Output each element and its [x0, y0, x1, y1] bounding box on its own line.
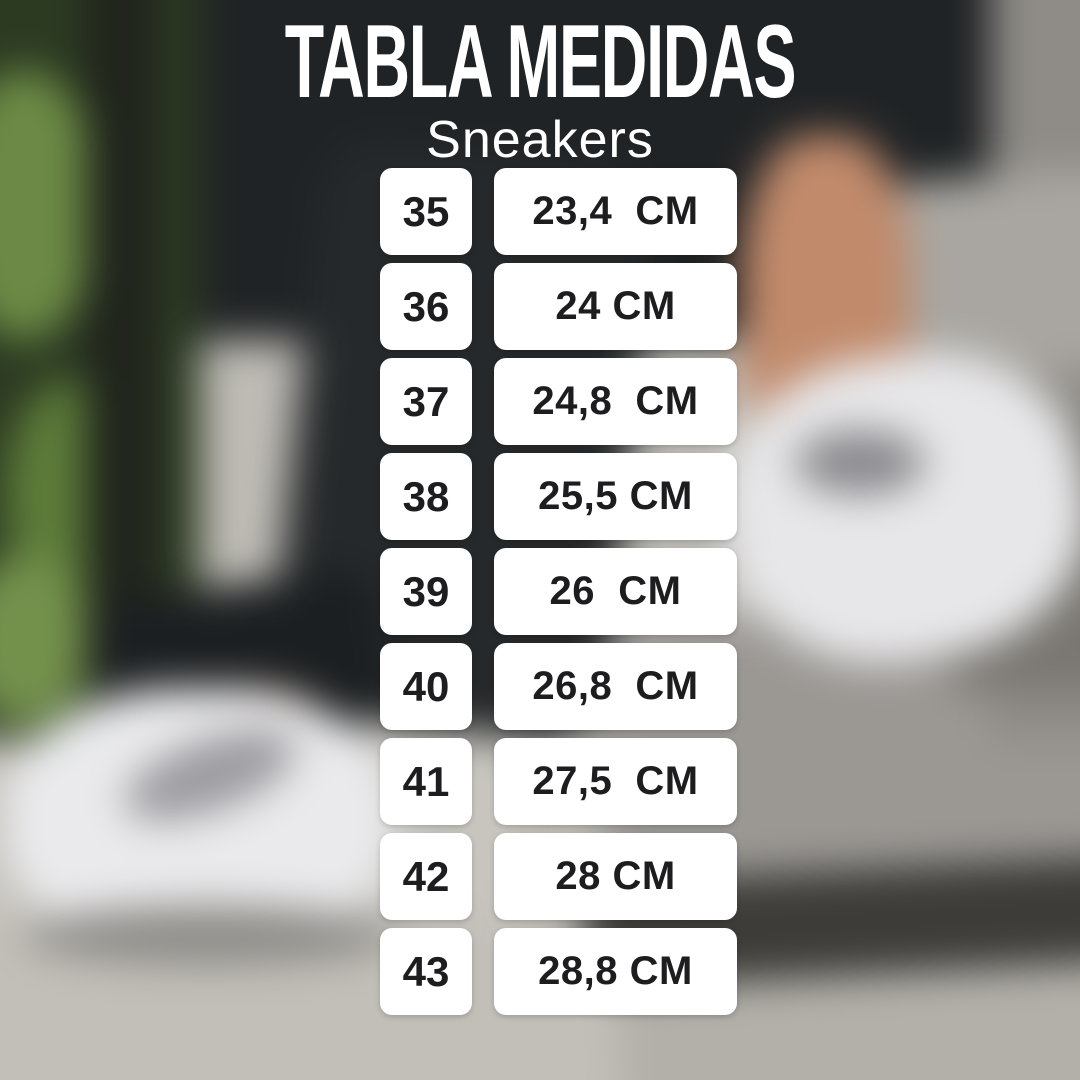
page-subtitle: Sneakers: [426, 111, 654, 169]
table-row: 43 28,8 CM: [380, 928, 737, 1015]
header: TABLA MEDIDAS Sneakers: [0, 10, 1080, 170]
size-cell: 42: [380, 833, 472, 920]
table-row: 41 27,5 CM: [380, 738, 737, 825]
size-cell: 35: [380, 168, 472, 255]
measurement-cell: 23,4 CM: [494, 168, 737, 255]
size-cell: 41: [380, 738, 472, 825]
table-row: 35 23,4 CM: [380, 168, 737, 255]
bg-step-block-right: [888, 167, 1080, 383]
table-row: 37 24,8 CM: [380, 358, 737, 445]
bg-shoe-shadow-left: [25, 905, 395, 965]
table-row: 38 25,5 CM: [380, 453, 737, 540]
measurement-cell: 26,8 CM: [494, 643, 737, 730]
size-table: 35 23,4 CM 36 24 CM 37 24,8 CM 38 25,5 C…: [380, 168, 737, 1015]
measurement-cell: 26 CM: [494, 548, 737, 635]
bg-sneaker-detail: [795, 430, 925, 495]
measurement-cell: 24 CM: [494, 263, 737, 350]
table-row: 39 26 CM: [380, 548, 737, 635]
measurement-cell: 28,8 CM: [494, 928, 737, 1015]
table-row: 42 28 CM: [380, 833, 737, 920]
measurement-cell: 27,5 CM: [494, 738, 737, 825]
size-cell: 43: [380, 928, 472, 1015]
size-cell: 36: [380, 263, 472, 350]
size-cell: 39: [380, 548, 472, 635]
measurement-cell: 24,8 CM: [494, 358, 737, 445]
measurement-cell: 25,5 CM: [494, 453, 737, 540]
bg-fence-post: [86, 0, 158, 680]
size-cell: 38: [380, 453, 472, 540]
table-row: 36 24 CM: [380, 263, 737, 350]
measurement-cell: 28 CM: [494, 833, 737, 920]
table-row: 40 26,8 CM: [380, 643, 737, 730]
page-title: TABLA MEDIDAS: [284, 4, 797, 120]
size-cell: 40: [380, 643, 472, 730]
size-cell: 37: [380, 358, 472, 445]
